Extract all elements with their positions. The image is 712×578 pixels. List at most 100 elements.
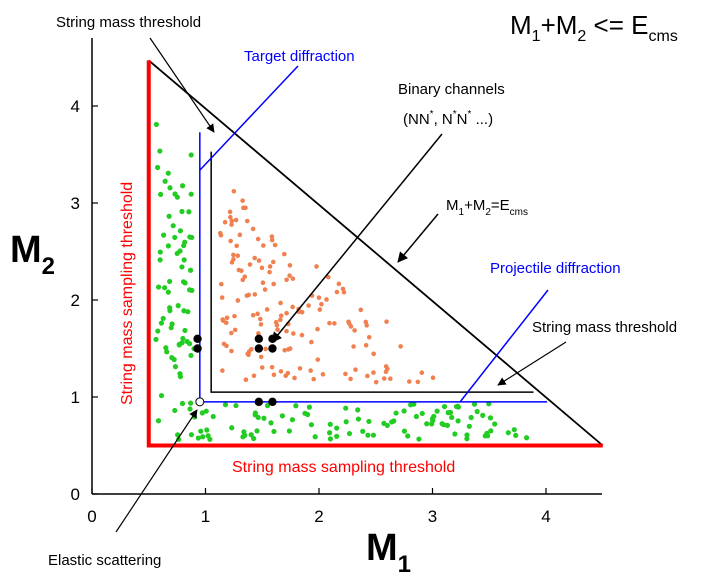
green-dot: [511, 427, 517, 433]
green-dot: [163, 345, 169, 351]
label-elastic-scattering: Elastic scattering: [48, 552, 161, 569]
orange-dot: [271, 281, 276, 287]
y-tick-label: 2: [71, 291, 80, 310]
orange-dot: [243, 377, 249, 383]
green-dot: [360, 428, 366, 434]
green-dot: [471, 401, 478, 407]
orange-dot: [269, 237, 275, 243]
green-dot: [334, 425, 340, 431]
orange-dot: [299, 332, 305, 338]
green-dot: [343, 405, 349, 411]
green-dot: [488, 428, 494, 434]
green-dot: [452, 431, 458, 437]
label-sampling-vertical: String mass sampling threshold: [119, 182, 136, 405]
orange-dot: [259, 265, 265, 271]
green-dot: [229, 425, 235, 431]
orange-dot: [371, 351, 376, 357]
green-dot: [327, 436, 334, 442]
y-tick-label: 3: [71, 194, 80, 213]
green-dot: [181, 257, 187, 263]
green-dot: [166, 213, 172, 219]
orange-dot: [240, 277, 246, 283]
green-dot: [154, 164, 161, 171]
elastic-point: [195, 397, 205, 407]
green-dot: [204, 427, 210, 433]
green-dot: [155, 418, 162, 424]
orange-dot: [366, 334, 372, 340]
orange-dot: [258, 354, 264, 360]
green-dot: [492, 421, 498, 427]
green-dot: [158, 191, 164, 197]
binary-channel-point: [193, 334, 202, 343]
green-dot: [182, 239, 188, 245]
green-dot: [158, 320, 165, 326]
green-dot: [513, 432, 519, 439]
orange-dot: [297, 366, 303, 371]
green-dot: [293, 403, 299, 409]
pointer-binary: [271, 133, 443, 343]
green-dot: [261, 415, 267, 421]
green-dot: [449, 414, 455, 421]
green-dot: [155, 328, 161, 334]
orange-dot: [222, 219, 228, 225]
binary-channel-point: [254, 334, 264, 343]
binary-channel-points: [193, 334, 277, 407]
orange-dot: [336, 281, 342, 287]
y-axis-title: M2: [10, 229, 55, 280]
green-dot: [199, 410, 205, 416]
green-dot: [405, 433, 411, 439]
green-dot: [187, 287, 193, 293]
green-dot: [182, 327, 188, 334]
orange-dot: [287, 273, 292, 278]
green-dot: [165, 170, 171, 176]
orange-dot: [282, 347, 287, 353]
green-dot: [233, 402, 239, 409]
green-dot: [172, 364, 179, 370]
orange-dot: [316, 295, 322, 300]
green-dot: [188, 352, 194, 359]
orange-dot: [383, 364, 389, 369]
orange-dot: [373, 379, 379, 385]
orange-dot: [250, 226, 256, 232]
orange-dot: [358, 307, 364, 313]
green-dot: [523, 435, 530, 441]
green-dot: [177, 373, 184, 380]
green-dot: [413, 413, 419, 420]
green-dot: [480, 412, 486, 418]
green-dot: [455, 418, 461, 424]
orange-dot: [240, 198, 245, 203]
green-dot: [157, 249, 163, 255]
green-dot: [210, 413, 216, 420]
orange-dot: [229, 218, 235, 224]
orange-dot: [237, 232, 243, 238]
orange-dot: [290, 276, 296, 281]
orange-dot: [388, 376, 393, 381]
green-dot: [222, 402, 229, 408]
orange-dot: [263, 346, 268, 352]
green-dots: [153, 121, 530, 443]
orange-dot: [262, 287, 268, 292]
label-binary-examples: (NN*, N*N* ...): [403, 109, 493, 128]
green-dot: [343, 419, 349, 425]
orange-dot: [317, 307, 323, 312]
orange-dot: [244, 218, 250, 224]
label-target-diffraction: Target diffraction: [244, 48, 355, 65]
orange-dot: [278, 369, 284, 374]
green-dot: [172, 234, 178, 241]
green-dot: [157, 257, 163, 263]
label-binary-channels: Binary channels: [398, 81, 505, 98]
orange-dot: [291, 331, 296, 336]
orange-dot: [272, 242, 278, 248]
binary-channel-point: [254, 344, 264, 353]
orange-dot: [244, 293, 250, 298]
orange-dot: [406, 379, 412, 384]
orange-dot: [309, 339, 314, 345]
orange-dot: [243, 205, 248, 211]
orange-dot: [346, 321, 352, 326]
x-tick-label: 1: [201, 507, 210, 526]
orange-dot: [306, 303, 311, 308]
binary-channel-point: [193, 344, 202, 353]
orange-dot: [315, 326, 320, 332]
orange-dot: [231, 256, 236, 262]
